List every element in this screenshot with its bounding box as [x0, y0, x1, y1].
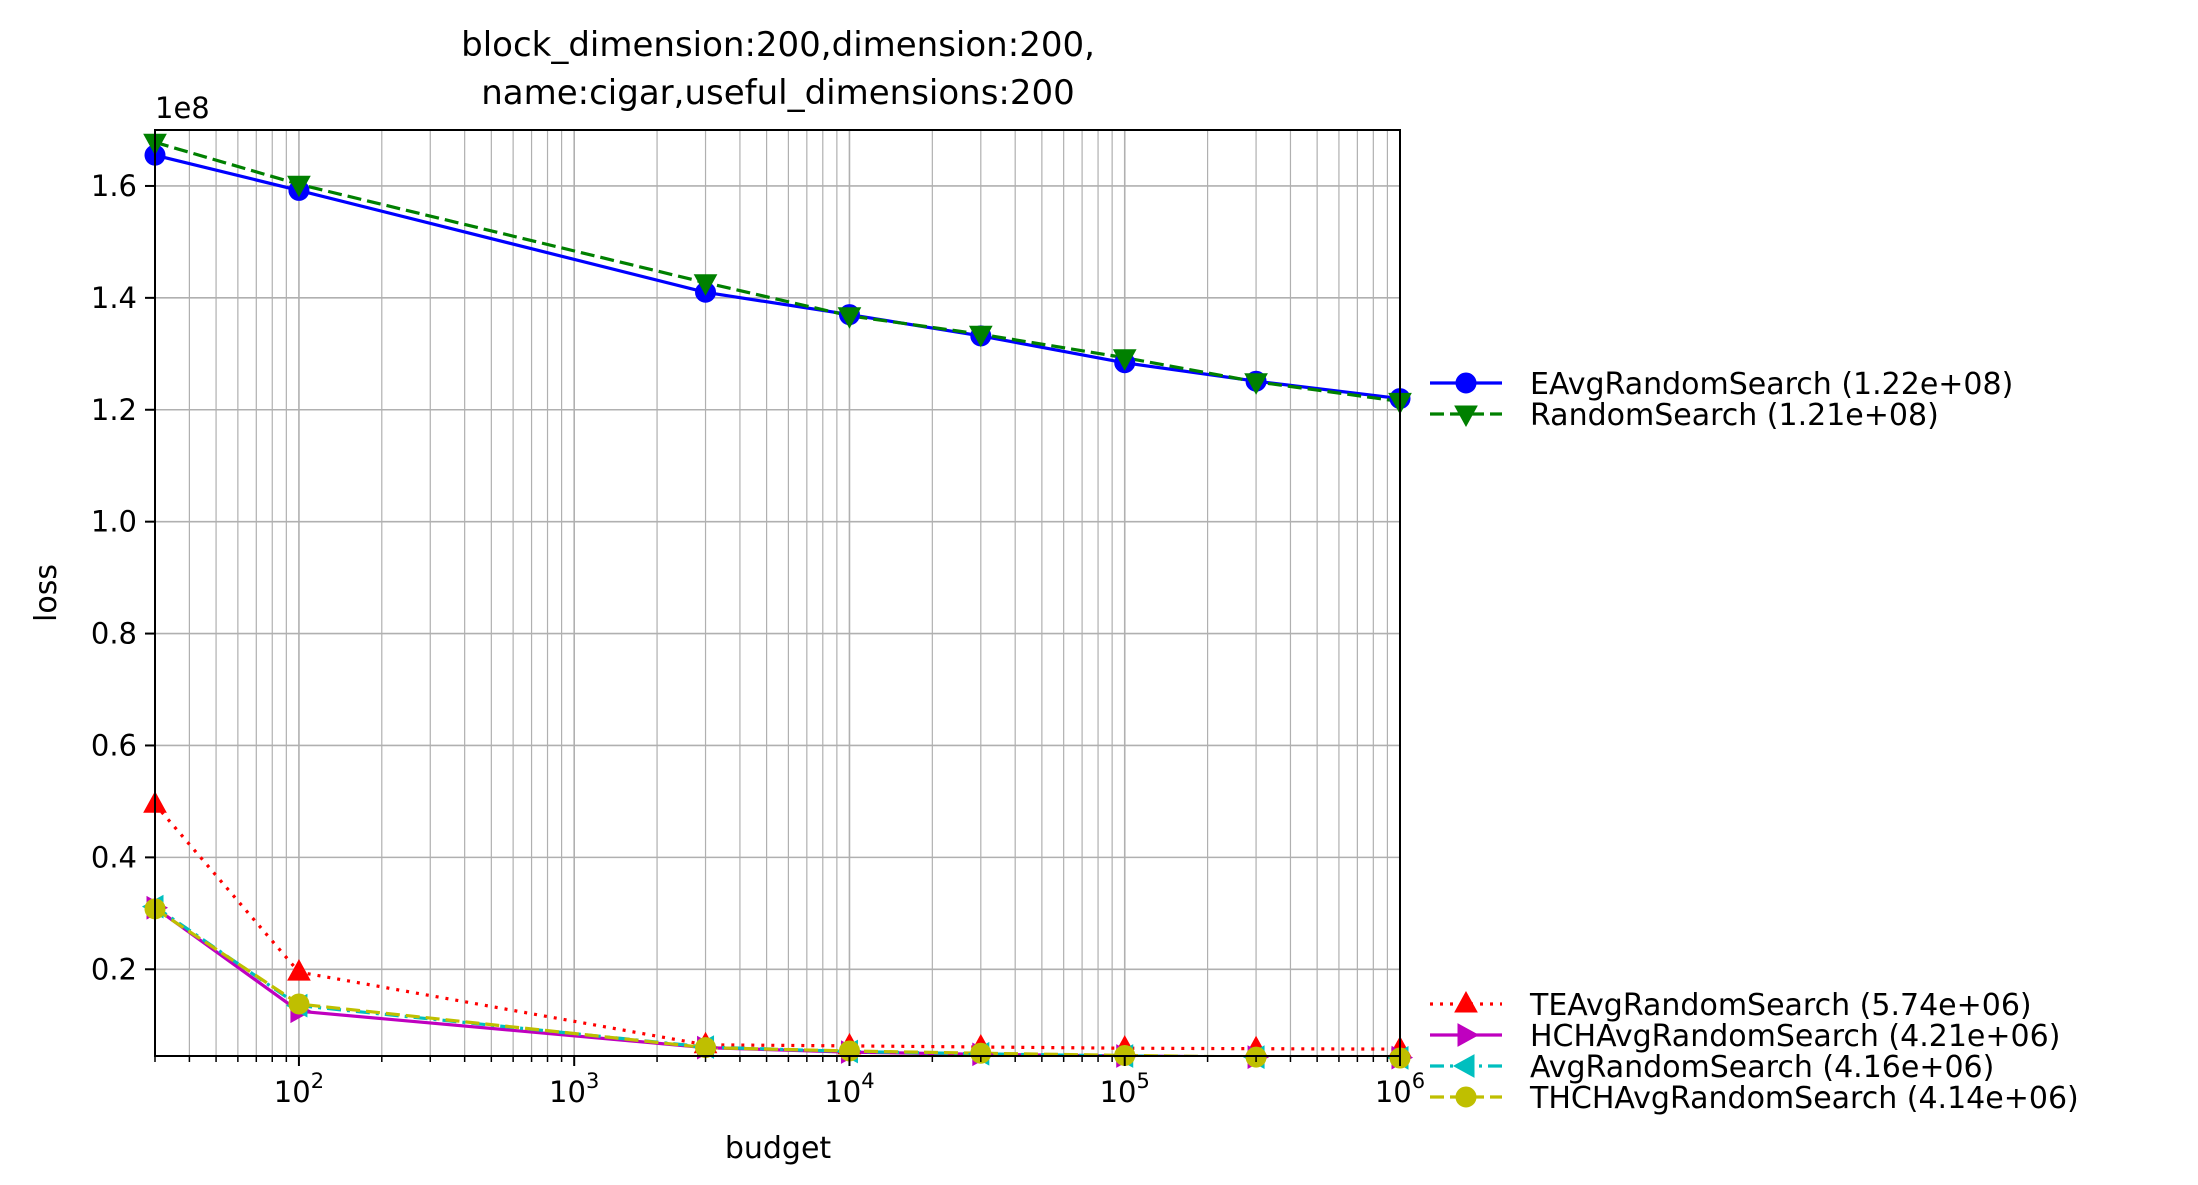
y-tick-label: 0.2 — [91, 952, 137, 986]
y-tick-label: 1.6 — [91, 169, 137, 203]
axes: 0.2 0.4 0.6 0.8 1.0 1.2 1.4 1.6 102 103 104 105 106 — [91, 169, 1425, 1109]
data-point — [1244, 373, 1268, 395]
y-tick-label: 1.0 — [91, 505, 137, 539]
legend-marker-2 — [1454, 990, 1478, 1013]
x-axis-label: budget — [725, 1131, 832, 1166]
x-tick-label: 102 — [274, 1069, 324, 1109]
chart-title-line-2: name:cigar,useful_dimensions:200 — [481, 73, 1075, 113]
series-line-0 — [155, 153, 1400, 401]
series-line-4 — [155, 905, 1347, 1056]
legend-marker-0 — [1455, 372, 1477, 394]
legend-label-3: HCHAvgRandomSearch (4.21e+06) — [1530, 1019, 2060, 1054]
y-tick-label: 0.6 — [91, 728, 137, 762]
legend-label-5: THCHAvgRandomSearch (4.14e+06) — [1529, 1081, 2079, 1116]
data-point — [837, 307, 862, 329]
data-point — [970, 1042, 992, 1064]
marker-layer — [141, 133, 1414, 1070]
data-point — [968, 325, 993, 348]
series-line-5 — [155, 907, 1337, 1056]
legend-label-4: AvgRandomSearch (4.16e+06) — [1530, 1050, 1994, 1085]
data-point — [695, 1037, 717, 1059]
series-line-2 — [155, 803, 1400, 1051]
series-line-3 — [155, 906, 1400, 1056]
series-line-1 — [155, 140, 1400, 403]
y-multiplier-label: 1e8 — [155, 91, 210, 125]
legend: EAvgRandomSearch (1.22e+08)RandomSearch … — [1430, 367, 2079, 1116]
data-point — [693, 274, 718, 296]
y-tick-label: 0.4 — [91, 840, 137, 874]
y-tick-label: 1.4 — [91, 281, 137, 315]
x-tick-label: 104 — [824, 1069, 874, 1109]
y-axis-label: loss — [29, 564, 64, 622]
legend-marker-5 — [1455, 1086, 1477, 1108]
legend-label-0: EAvgRandomSearch (1.22e+08) — [1530, 367, 2013, 402]
legend-marker-4 — [1452, 1054, 1475, 1078]
legend-marker-1 — [1454, 405, 1478, 428]
legend-label-2: TEAvgRandomSearch (5.74e+06) — [1529, 988, 2032, 1023]
x-tick-label: 103 — [549, 1069, 599, 1109]
data-point — [287, 175, 311, 198]
y-tick-label: 1.2 — [91, 393, 137, 427]
data-point — [288, 993, 310, 1015]
x-tick-label: 105 — [1100, 1069, 1150, 1109]
chart-title: block_dimension:200,dimension:200, name:… — [461, 25, 1095, 113]
plot-frame — [154, 129, 1401, 1057]
data-point — [287, 959, 311, 981]
grid-lines — [154, 130, 1401, 1056]
data-point — [1112, 349, 1137, 371]
legend-label-1: RandomSearch (1.21e+08) — [1530, 398, 1939, 433]
x-tick-label: 106 — [1375, 1069, 1425, 1109]
series-layer — [155, 140, 1400, 1056]
legend-marker-3 — [1457, 1023, 1480, 1047]
y-tick-label: 0.8 — [91, 617, 137, 651]
chart-title-line-1: block_dimension:200,dimension:200, — [461, 25, 1095, 65]
